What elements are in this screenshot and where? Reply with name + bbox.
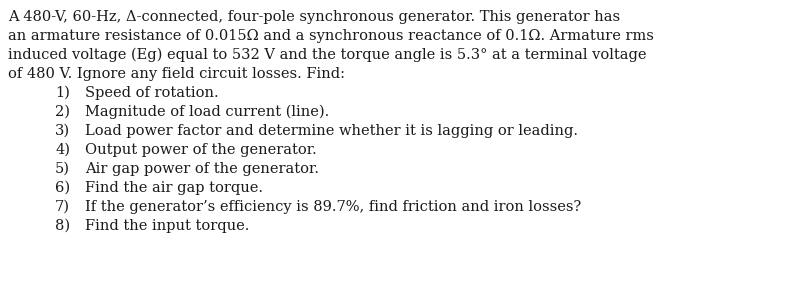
- Text: 5): 5): [55, 162, 70, 176]
- Text: 4): 4): [55, 143, 70, 157]
- Text: 1): 1): [55, 86, 70, 100]
- Text: Find the air gap torque.: Find the air gap torque.: [85, 181, 263, 195]
- Text: If the generator’s efficiency is 89.7%, find friction and iron losses?: If the generator’s efficiency is 89.7%, …: [85, 200, 582, 214]
- Text: an armature resistance of 0.015Ω and a synchronous reactance of 0.1Ω. Armature r: an armature resistance of 0.015Ω and a s…: [8, 29, 654, 43]
- Text: of 480 V. Ignore any field circuit losses. Find:: of 480 V. Ignore any field circuit losse…: [8, 67, 345, 81]
- Text: Air gap power of the generator.: Air gap power of the generator.: [85, 162, 319, 176]
- Text: Output power of the generator.: Output power of the generator.: [85, 143, 317, 157]
- Text: A 480-V, 60-Hz, Δ-connected, four-pole synchronous generator. This generator has: A 480-V, 60-Hz, Δ-connected, four-pole s…: [8, 10, 620, 24]
- Text: 7): 7): [55, 200, 70, 214]
- Text: Magnitude of load current (line).: Magnitude of load current (line).: [85, 105, 329, 119]
- Text: Find the input torque.: Find the input torque.: [85, 219, 249, 233]
- Text: induced voltage (Eg) equal to 532 V and the torque angle is 5.3° at a terminal v: induced voltage (Eg) equal to 532 V and …: [8, 48, 647, 62]
- Text: 2): 2): [55, 105, 70, 119]
- Text: 3): 3): [55, 124, 70, 138]
- Text: 8): 8): [55, 219, 70, 233]
- Text: Speed of rotation.: Speed of rotation.: [85, 86, 219, 100]
- Text: Load power factor and determine whether it is lagging or leading.: Load power factor and determine whether …: [85, 124, 578, 138]
- Text: 6): 6): [55, 181, 70, 195]
